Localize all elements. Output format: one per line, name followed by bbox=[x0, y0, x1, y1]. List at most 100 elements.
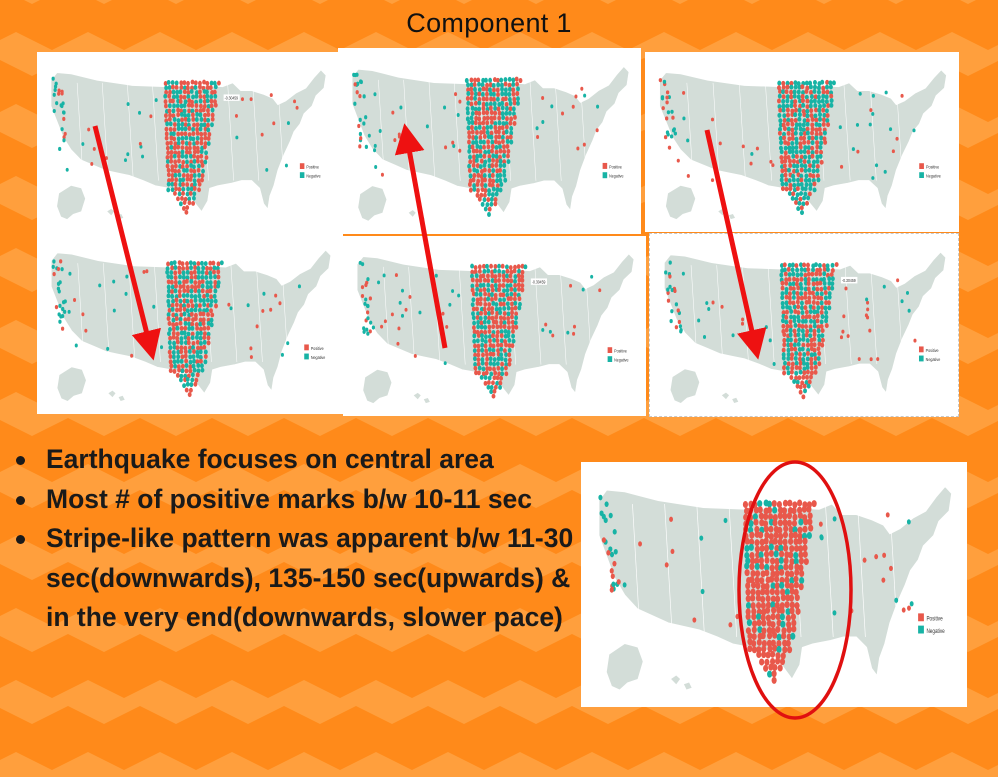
negative-station-dot bbox=[185, 376, 190, 382]
positive-station-dot bbox=[491, 333, 495, 339]
positive-station-dot bbox=[822, 267, 827, 272]
negative-station-dot bbox=[507, 91, 512, 97]
positive-station-dot bbox=[506, 153, 510, 159]
positive-station-dot bbox=[815, 300, 820, 306]
negative-station-dot bbox=[666, 110, 671, 115]
negative-station-dot bbox=[210, 122, 214, 128]
positive-station-dot bbox=[798, 144, 803, 150]
negative-station-dot bbox=[832, 516, 837, 522]
positive-station-dot bbox=[811, 300, 816, 305]
positive-station-dot bbox=[199, 103, 203, 109]
positive-station-dot bbox=[168, 126, 173, 132]
positive-station-dot bbox=[795, 290, 800, 296]
negative-station-dot bbox=[475, 153, 480, 159]
positive-station-dot bbox=[666, 298, 671, 303]
positive-station-dot bbox=[802, 383, 807, 389]
positive-station-dot bbox=[166, 316, 171, 322]
positive-station-dot bbox=[786, 626, 792, 634]
positive-station-dot bbox=[498, 380, 503, 386]
negative-station-dot bbox=[681, 271, 685, 276]
negative-station-dot bbox=[668, 284, 672, 289]
positive-station-dot bbox=[496, 348, 500, 353]
positive-station-dot bbox=[182, 200, 187, 205]
negative-station-dot bbox=[497, 268, 502, 274]
positive-station-dot bbox=[810, 117, 815, 122]
positive-station-dot bbox=[839, 164, 844, 169]
positive-station-dot bbox=[173, 141, 178, 147]
negative-station-dot bbox=[490, 278, 495, 284]
negative-station-dot bbox=[52, 92, 56, 97]
positive-station-dot bbox=[473, 365, 478, 371]
negative-station-dot bbox=[493, 268, 497, 274]
negative-station-dot bbox=[816, 85, 821, 91]
negative-station-dot bbox=[485, 263, 489, 269]
positive-station-dot bbox=[472, 82, 477, 88]
negative-station-dot bbox=[784, 290, 789, 296]
negative-station-dot bbox=[192, 358, 197, 364]
negative-station-dot bbox=[815, 168, 820, 174]
positive-station-dot bbox=[216, 80, 221, 86]
positive-station-dot bbox=[249, 355, 253, 360]
positive-station-dot bbox=[182, 298, 187, 304]
positive-station-dot bbox=[805, 328, 810, 334]
negative-station-dot bbox=[198, 354, 203, 360]
negative-station-dot bbox=[181, 293, 186, 299]
negative-station-dot bbox=[188, 359, 193, 365]
negative-station-dot bbox=[797, 116, 802, 122]
negative-station-dot bbox=[501, 115, 506, 121]
negative-station-dot bbox=[480, 82, 485, 88]
positive-station-dot bbox=[814, 117, 819, 123]
positive-station-dot bbox=[171, 334, 176, 340]
positive-station-dot bbox=[470, 129, 475, 135]
positive-station-dot bbox=[805, 118, 810, 123]
positive-station-dot bbox=[186, 288, 190, 294]
positive-station-dot bbox=[482, 277, 487, 283]
positive-station-dot bbox=[187, 392, 192, 398]
negative-station-dot bbox=[611, 581, 616, 588]
negative-station-dot bbox=[828, 84, 833, 90]
positive-station-dot bbox=[834, 262, 839, 268]
positive-station-dot bbox=[180, 261, 185, 267]
negative-station-dot bbox=[858, 91, 862, 96]
positive-station-dot bbox=[497, 115, 502, 121]
positive-station-dot bbox=[227, 302, 231, 307]
negative-station-dot bbox=[190, 372, 195, 378]
positive-station-dot bbox=[797, 499, 803, 507]
state-border bbox=[77, 263, 85, 363]
positive-station-dot bbox=[295, 105, 299, 110]
positive-station-dot bbox=[189, 168, 194, 173]
positive-station-dot bbox=[790, 131, 795, 137]
positive-station-dot bbox=[476, 77, 481, 83]
positive-station-dot bbox=[781, 310, 786, 316]
positive-station-dot bbox=[661, 106, 665, 111]
positive-station-dot bbox=[469, 86, 474, 92]
positive-station-dot bbox=[479, 192, 484, 198]
negative-station-dot bbox=[490, 292, 494, 298]
positive-station-dot bbox=[788, 186, 793, 192]
legend-swatch-negative bbox=[299, 172, 305, 178]
negative-station-dot bbox=[809, 352, 814, 358]
positive-station-dot bbox=[782, 538, 788, 546]
negative-station-dot bbox=[123, 158, 127, 163]
negative-station-dot bbox=[809, 318, 813, 324]
state-border bbox=[76, 82, 84, 181]
positive-station-dot bbox=[798, 545, 804, 553]
negative-station-dot bbox=[58, 303, 62, 308]
negative-station-dot bbox=[803, 177, 808, 183]
positive-station-dot bbox=[745, 582, 751, 590]
positive-station-dot bbox=[478, 296, 483, 302]
negative-station-dot bbox=[808, 333, 813, 339]
negative-station-dot bbox=[801, 122, 806, 128]
positive-station-dot bbox=[791, 286, 796, 292]
positive-station-dot bbox=[783, 544, 789, 552]
positive-station-dot bbox=[780, 168, 785, 174]
positive-station-dot bbox=[805, 126, 810, 132]
negative-station-dot bbox=[803, 286, 808, 292]
positive-station-dot bbox=[198, 311, 203, 317]
negative-station-dot bbox=[492, 357, 497, 362]
positive-station-dot bbox=[202, 293, 207, 299]
positive-station-dot bbox=[471, 306, 476, 312]
positive-station-dot bbox=[180, 363, 185, 369]
state-border bbox=[870, 265, 878, 365]
positive-station-dot bbox=[779, 607, 785, 615]
